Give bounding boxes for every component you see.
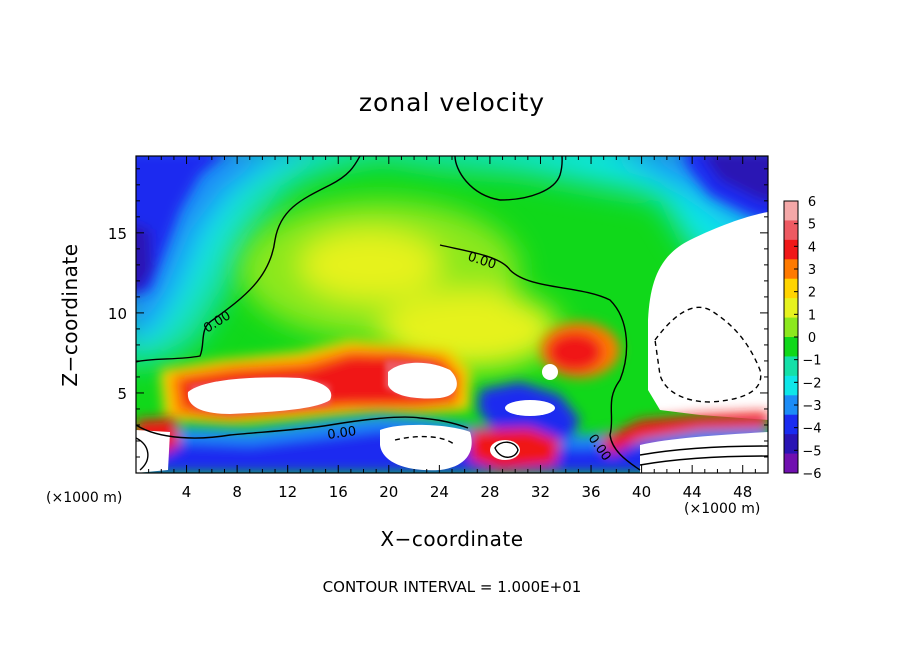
colorbar-swatch: [784, 201, 798, 221]
y-tick-label: 15: [108, 225, 127, 243]
contour-bottom-right-2: [639, 455, 768, 466]
colorbar-swatch: [784, 317, 798, 338]
y-tick-label: 10: [108, 305, 127, 323]
contour-zero-right: [439, 244, 641, 471]
colorbar-swatch: [784, 453, 798, 474]
x-tick-label: 36: [581, 483, 600, 501]
x-tick-label: 32: [531, 483, 550, 501]
contour-interval-note: CONTOUR INTERVAL = 1.000E+01: [322, 578, 582, 596]
contours: [136, 156, 768, 471]
contour-zero-top: [454, 156, 563, 201]
colorbar-tick-label: 5: [808, 218, 816, 233]
y-axis-ticks: 5 10 15: [108, 168, 768, 458]
colorbar-tick-label: −2: [802, 376, 821, 391]
colorbar-tick-label: −6: [802, 467, 821, 482]
x-unit-label-left: (×1000 m): [46, 490, 123, 506]
contour-lower-loop: [494, 441, 519, 458]
x-tick-label: 40: [632, 483, 651, 501]
colorbar-swatch: [784, 278, 798, 299]
contour-neg-right: [654, 306, 762, 403]
x-tick-label: 16: [329, 483, 348, 501]
x-tick-label: 8: [232, 483, 242, 501]
x-unit-label-right: (×1000 m): [684, 501, 761, 517]
x-axis-ticks: 4 8 12 16 20 24 28 32 36 40 44 48: [148, 156, 756, 501]
colorbar-swatch: [784, 375, 798, 396]
colorbar-tick-label: −5: [802, 444, 821, 459]
colorbar-tick-label: 3: [808, 263, 816, 278]
colorbar-tick-label: 0: [808, 331, 816, 346]
colorbar-swatch: [784, 239, 798, 260]
x-tick-label: 48: [733, 483, 752, 501]
contour-bottom-right: [639, 445, 768, 456]
contour-bottom-left: [136, 437, 149, 471]
colorbar-tick-label: 6: [808, 195, 816, 210]
colorbar-swatch: [784, 337, 798, 357]
x-tick-label: 24: [430, 483, 449, 501]
lower-saturated: [136, 400, 768, 473]
colorbar-swatch: [784, 395, 798, 416]
colorbar: 6 5 4 3 2 1 0 −1 −2 −3 −4 −5 −6: [783, 195, 822, 482]
colorbar-tick-label: 4: [808, 240, 816, 255]
upper-blue-cores: [136, 156, 768, 295]
heatmap-field: [136, 156, 768, 473]
contour-label-3: 0.00: [326, 424, 357, 443]
colorbar-swatch: [784, 414, 798, 435]
colorbar-tick-label: 1: [808, 308, 816, 323]
colorbar-swatch: [784, 298, 798, 319]
x-tick-label: 44: [683, 483, 702, 501]
x-tick-label: 28: [480, 483, 499, 501]
colorbar-swatch: [784, 259, 798, 280]
x-tick-label: 20: [379, 483, 398, 501]
x-axis-label: X−coordinate: [380, 527, 524, 551]
colorbar-swatch: [784, 356, 798, 377]
contour-zero-left: [136, 156, 361, 363]
colorbar-tick-label: −3: [802, 399, 821, 414]
colorbar-tick-label: −4: [802, 422, 821, 437]
colorbar-tick-label: −1: [802, 354, 821, 369]
y-tick-label: 5: [117, 385, 127, 403]
colorbar-swatch: [784, 220, 798, 241]
contour-neg-lower: [394, 435, 456, 446]
x-tick-label: 4: [182, 483, 192, 501]
colorbar-tick-label: 2: [808, 286, 816, 301]
x-tick-label: 12: [278, 483, 297, 501]
colorbar-swatch: [784, 434, 798, 455]
saturated-regions: [187, 212, 768, 420]
contour-zero-lower: [136, 416, 469, 439]
chart-title: zonal velocity: [358, 88, 546, 117]
